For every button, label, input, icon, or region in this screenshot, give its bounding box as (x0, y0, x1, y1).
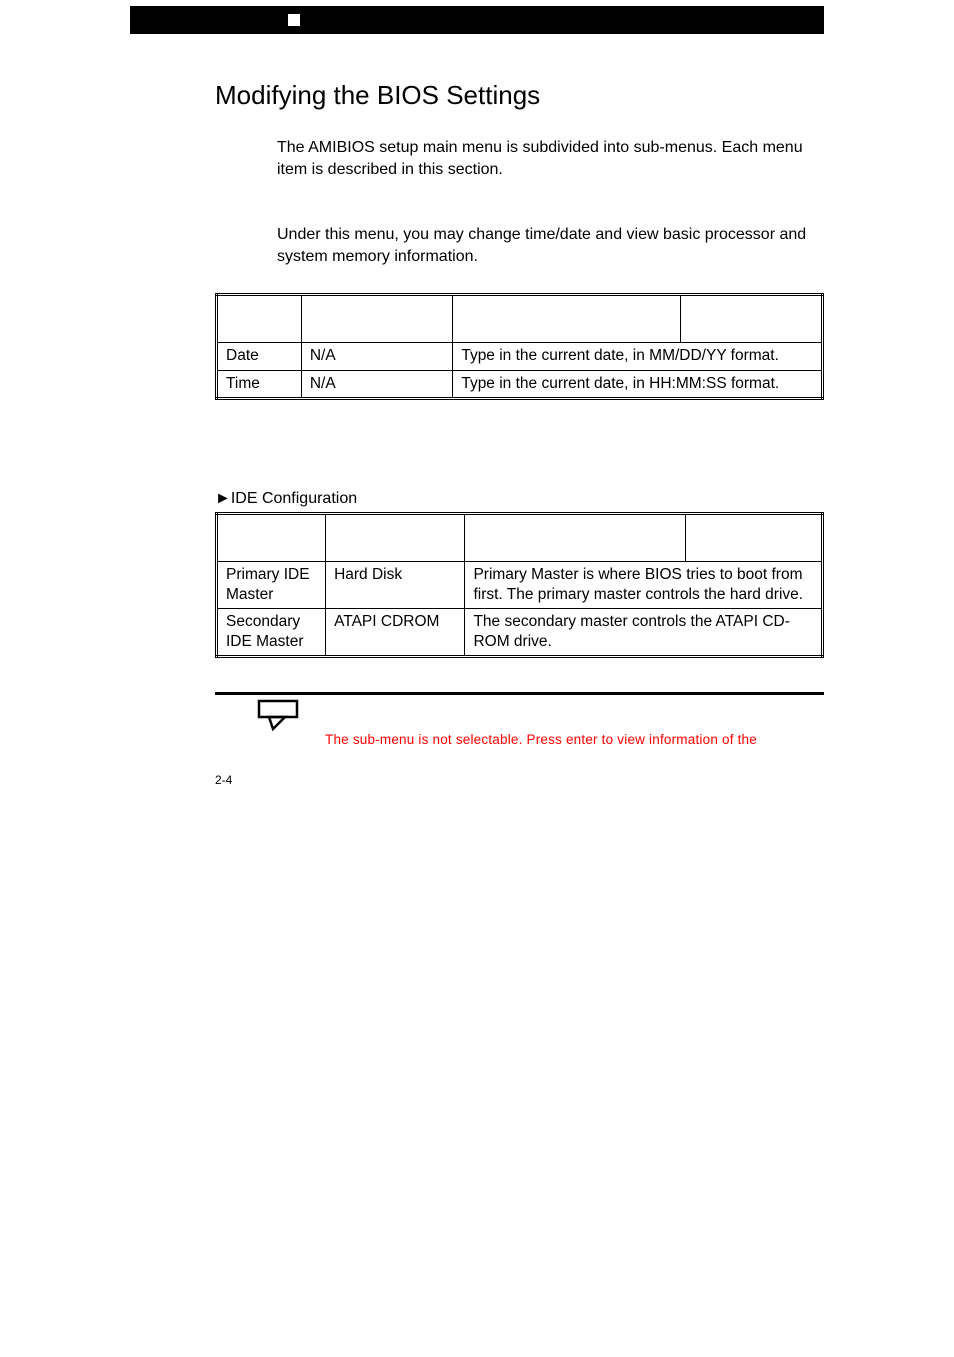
page-number: 2-4 (215, 773, 824, 787)
t1-header-c3a (453, 296, 681, 342)
note-callout-icon (255, 699, 307, 731)
table-row: Date N/A Type in the current date, in MM… (217, 343, 823, 370)
intro-paragraph-1: The AMIBIOS setup main menu is subdivide… (277, 137, 824, 180)
t1-header-c1 (217, 295, 302, 343)
chapter-header-bar (130, 6, 824, 34)
t1-r1-c3: Type in the current date, in HH:MM:SS fo… (453, 370, 823, 398)
table-row: Primary IDE Master Hard Disk Primary Mas… (217, 561, 823, 608)
table-row: Time N/A Type in the current date, in HH… (217, 370, 823, 398)
t1-r0-c3: Type in the current date, in MM/DD/YY fo… (453, 343, 823, 370)
t1-r0-c1: Date (217, 343, 302, 370)
ide-config-heading: ►IDE Configuration (215, 490, 824, 508)
t1-header-c3b (681, 296, 821, 342)
t2-header-c1 (217, 513, 326, 561)
t1-r1-c1: Time (217, 370, 302, 398)
note-text: The sub-menu is not selectable. Press en… (325, 732, 824, 747)
t2-header-c3b (686, 515, 821, 561)
t2-header-c3a (465, 515, 685, 561)
t1-header-c2 (301, 295, 453, 343)
t2-r1-c1: Secondary IDE Master (217, 608, 326, 656)
intro-paragraph-2: Under this menu, you may change time/dat… (277, 224, 824, 267)
section-title: Modifying the BIOS Settings (215, 80, 824, 111)
t1-r0-c2: N/A (301, 343, 453, 370)
settings-table-ide: Primary IDE Master Hard Disk Primary Mas… (215, 512, 824, 659)
header-square-icon (288, 14, 300, 26)
t2-r1-c3: The secondary master controls the ATAPI … (465, 608, 823, 656)
t2-r1-c2: ATAPI CDROM (326, 608, 465, 656)
t2-r0-c1: Primary IDE Master (217, 561, 326, 608)
t2-header-c3 (465, 513, 823, 561)
t2-header-c2 (326, 513, 465, 561)
t2-r0-c3: Primary Master is where BIOS tries to bo… (465, 561, 823, 608)
note-divider (215, 692, 824, 695)
table-row: Secondary IDE Master ATAPI CDROM The sec… (217, 608, 823, 656)
t1-r1-c2: N/A (301, 370, 453, 398)
settings-table-datetime: Date N/A Type in the current date, in MM… (215, 293, 824, 399)
t2-r0-c2: Hard Disk (326, 561, 465, 608)
t1-header-c3 (453, 295, 823, 343)
